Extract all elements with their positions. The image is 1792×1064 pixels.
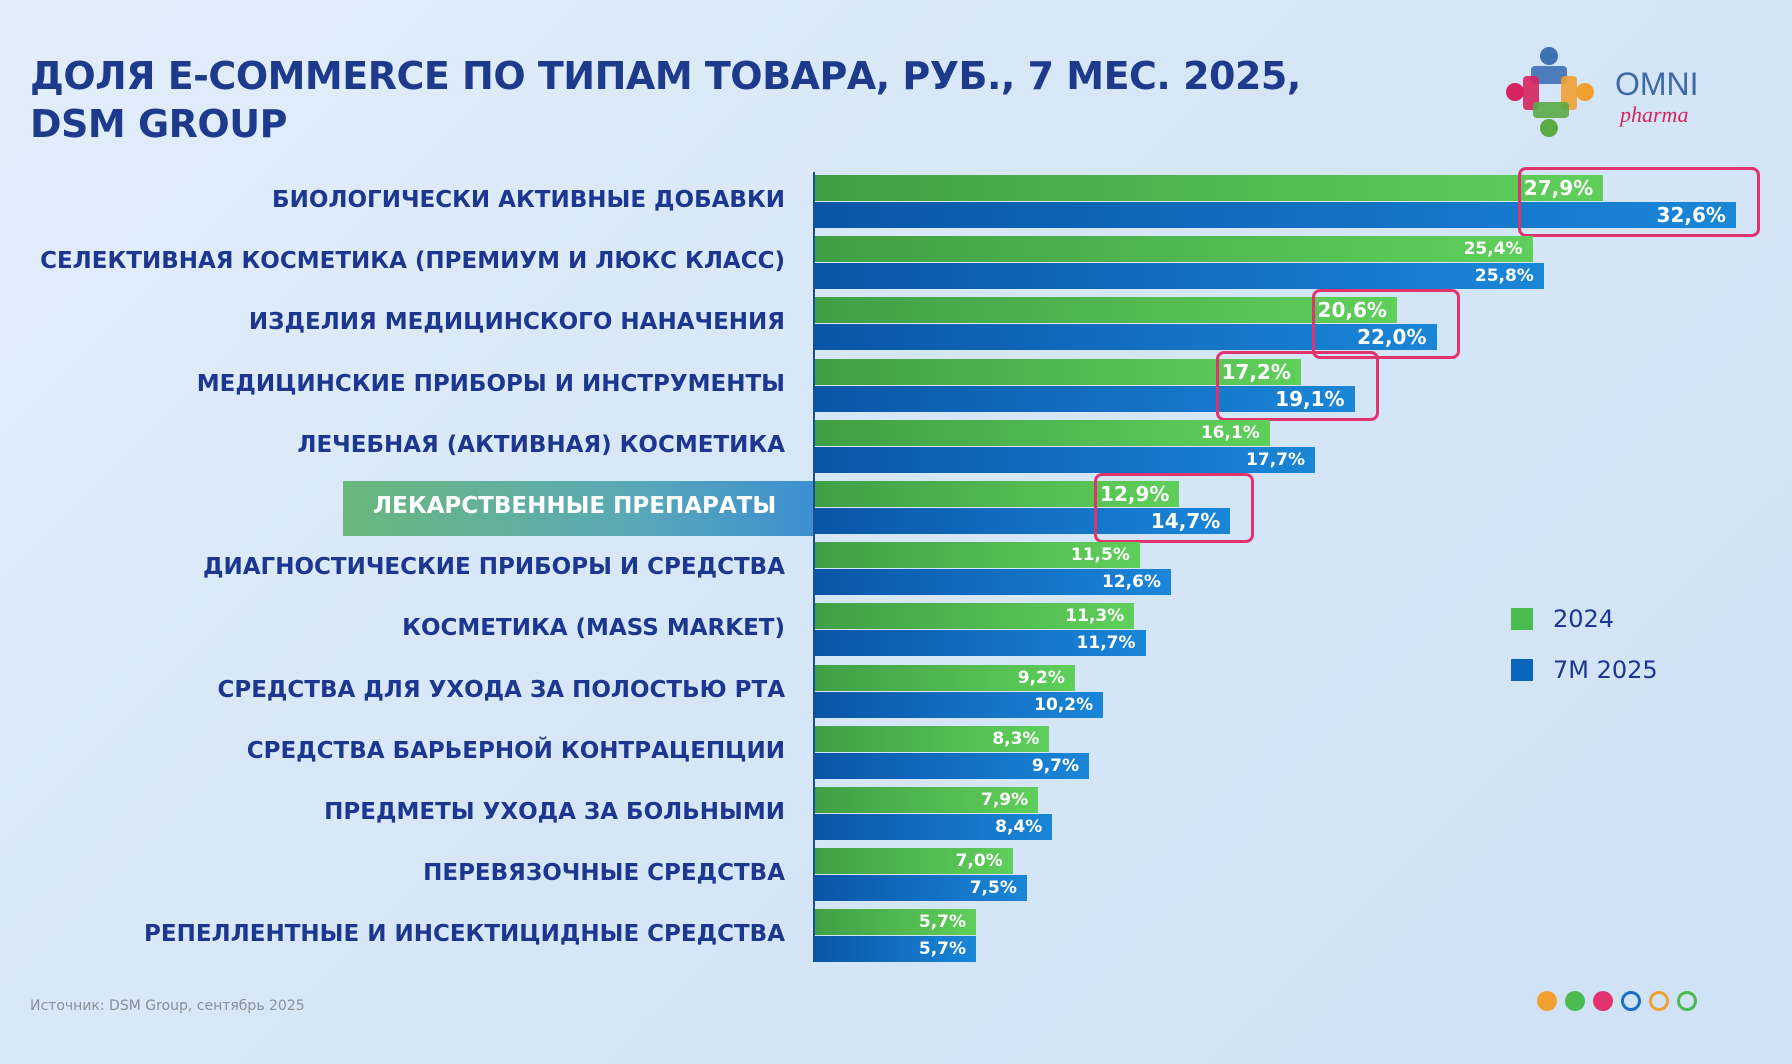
data-label: 11,5% <box>1070 545 1130 566</box>
dot-orange <box>1537 991 1557 1011</box>
bar-7m-2025: 32,6% <box>815 202 1736 228</box>
category-label: РЕПЕЛЛЕНТНЫЕ И ИНСЕКТИЦИДНЫЕ СРЕДСТВА <box>144 921 785 948</box>
logo-subtext: pharma <box>1618 102 1688 127</box>
data-label: 27,9% <box>1523 176 1594 200</box>
decorative-dots <box>1537 991 1697 1011</box>
highlight-circle <box>1311 289 1461 360</box>
bar-2024: 11,5% <box>815 542 1140 569</box>
category-label: БИОЛОГИЧЕСКИ АКТИВНЫЕ ДОБАВКИ <box>272 187 785 213</box>
data-label: 12,9% <box>1100 482 1170 506</box>
data-label: 11,3% <box>1065 606 1125 627</box>
legend-swatch-green <box>1511 608 1533 630</box>
data-label: 25,4% <box>1463 239 1523 260</box>
legend-item-7m-2025: 7M 2025 <box>1511 656 1658 684</box>
category-label: ИЗДЕЛИЯ МЕДИЦИНСКОГО НАНАЧЕНИЯ <box>248 309 785 336</box>
dot-green <box>1565 991 1585 1011</box>
bar-7m-2025: 8,4% <box>815 814 1053 840</box>
data-label: 11,7% <box>1076 633 1136 654</box>
dot-orange-outline <box>1649 991 1669 1011</box>
dot-green-outline <box>1677 991 1697 1011</box>
category-label: ЛЕКАРСТВЕННЫЕ ПРЕПАРАТЫ <box>373 493 777 519</box>
data-label: 25,8% <box>1474 266 1534 287</box>
data-label: 10,2% <box>1034 694 1094 715</box>
data-label: 7,9% <box>981 790 1029 810</box>
bar-7m-2025: 12,6% <box>815 569 1171 596</box>
data-label: 20,6% <box>1317 298 1387 323</box>
bar-7m-2025: 5,7% <box>815 936 977 963</box>
legend-swatch-blue <box>1511 659 1533 681</box>
bar-2024: 11,3% <box>815 603 1135 630</box>
category-label: МЕДИЦИНСКИЕ ПРИБОРЫ И ИНСТРУМЕНТЫ <box>196 370 785 397</box>
data-label: 9,2% <box>1017 667 1065 688</box>
bar-2024: 20,6% <box>815 297 1397 324</box>
data-label: 8,3% <box>992 728 1040 749</box>
data-label: 8,4% <box>995 817 1043 837</box>
bar-2024: 16,1% <box>815 419 1270 446</box>
data-label: 12,6% <box>1101 572 1161 593</box>
bar-2024: 7,0% <box>815 848 1013 875</box>
bar-2024: 5,7% <box>815 909 977 936</box>
data-label: 32,6% <box>1656 203 1726 227</box>
bar-7m-2025: 9,7% <box>815 752 1090 779</box>
data-label: 17,2% <box>1221 359 1291 384</box>
category-label: ДИАГНОСТИЧЕСКИЕ ПРИБОРЫ И СРЕДСТВА <box>203 554 785 581</box>
legend-item-2024: 2024 <box>1511 605 1614 633</box>
data-label: 5,7% <box>918 912 967 933</box>
bar-7m-2025: 17,7% <box>815 446 1316 473</box>
bar-2024: 12,9% <box>815 481 1180 507</box>
bar-2024: 27,9% <box>815 175 1604 201</box>
bar-7m-2025: 22,0% <box>815 324 1437 351</box>
category-label: СЕЛЕКТИВНАЯ КОСМЕТИКА (ПРЕМИУМ И ЛЮКС КЛ… <box>40 248 785 275</box>
data-label: 17,7% <box>1246 449 1306 470</box>
data-label: 9,7% <box>1031 755 1080 776</box>
category-label: ЛЕЧЕБНАЯ (АКТИВНАЯ) КОСМЕТИКА <box>297 431 785 458</box>
logo-text: OMNI <box>1615 66 1699 102</box>
data-label: 5,7% <box>918 939 967 960</box>
bar-7m-2025: 7,5% <box>815 875 1027 902</box>
category-label: ПЕРЕВЯЗОЧНЫЕ СРЕДСТВА <box>423 860 785 887</box>
omni-pharma-logo: OMNI pharma <box>1506 47 1699 137</box>
bar-2024: 8,3% <box>815 725 1050 752</box>
data-label: 19,1% <box>1275 386 1345 411</box>
bar-7m-2025: 10,2% <box>815 691 1104 718</box>
bar-7m-2025: 19,1% <box>815 385 1355 412</box>
data-label: 16,1% <box>1200 422 1260 443</box>
data-label: 7,0% <box>955 851 1003 872</box>
category-label: СРЕДСТВА ДЛЯ УХОДА ЗА ПОЛОСТЬЮ РТА <box>217 676 785 703</box>
bar-2024: 17,2% <box>815 358 1301 385</box>
highlighted-category-label: ЛЕКАРСТВЕННЫЕ ПРЕПАРАТЫ <box>343 481 814 536</box>
y-axis-line <box>813 172 815 962</box>
bar-2024: 7,9% <box>815 787 1039 813</box>
category-label: КОСМЕТИКА (MASS MARKET) <box>402 615 785 642</box>
bar-2024: 25,4% <box>815 236 1533 263</box>
data-label: 22,0% <box>1357 325 1427 350</box>
highlight-circle <box>1518 167 1760 237</box>
highlight-circle <box>1094 473 1255 543</box>
bar-7m-2025: 14,7% <box>815 508 1231 534</box>
highlight-circle <box>1215 350 1379 421</box>
bar-7m-2025: 11,7% <box>815 630 1146 657</box>
dot-blue-outline <box>1621 991 1641 1011</box>
category-label: СРЕДСТВА БАРЬЕРНОЙ КОНТРАЦЕПЦИИ <box>246 737 785 764</box>
chart-title: ДОЛЯ E-COMMERCE ПО ТИПАМ ТОВАРА, РУБ., 7… <box>30 54 1301 146</box>
source-note: Источник: DSM Group, сентябрь 2025 <box>30 998 305 1014</box>
bar-2024: 9,2% <box>815 664 1075 691</box>
data-label: 7,5% <box>969 878 1017 899</box>
data-label: 14,7% <box>1150 509 1221 533</box>
bar-7m-2025: 25,8% <box>815 263 1544 290</box>
category-label: ПРЕДМЕТЫ УХОДА ЗА БОЛЬНЫМИ <box>324 799 785 825</box>
dot-pink <box>1593 991 1613 1011</box>
